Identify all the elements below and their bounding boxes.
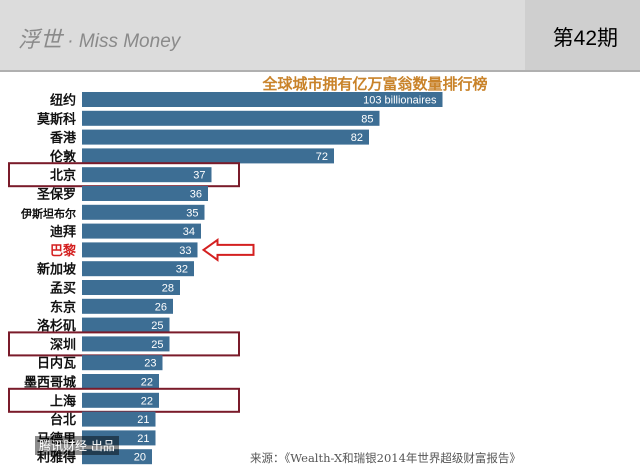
category-label: 莫斯科 xyxy=(36,111,76,127)
category-label: 台北 xyxy=(50,412,76,428)
issue-number: 第42期 xyxy=(552,27,618,50)
bar-value-label: 35 xyxy=(186,207,198,219)
bar-value-label: 25 xyxy=(151,339,163,351)
header-bar: 浮世 · Miss Money 第42期 xyxy=(0,0,640,70)
category-label: 伦敦 xyxy=(50,149,77,165)
bar xyxy=(82,411,156,427)
category-label: 孟买 xyxy=(50,282,76,297)
category-label: 深圳 xyxy=(50,337,76,353)
bar-value-label: 20 xyxy=(134,452,146,464)
bar-value-label: 23 xyxy=(144,358,156,370)
bar-value-label: 72 xyxy=(316,151,328,163)
bar xyxy=(82,110,380,126)
bar-value-label: 26 xyxy=(155,301,167,313)
bar xyxy=(82,317,170,333)
bar xyxy=(82,223,201,239)
bar xyxy=(82,392,159,408)
bar-value-label: 85 xyxy=(361,113,373,125)
category-label: 香港 xyxy=(49,130,77,146)
category-label: 新加坡 xyxy=(37,262,77,278)
bar-value-label: 32 xyxy=(176,264,188,276)
bar-value-label: 33 xyxy=(179,245,191,257)
category-label: 利雅得 xyxy=(37,450,76,466)
category-label: 日内瓦 xyxy=(37,356,76,372)
bar xyxy=(82,355,163,371)
watermark-badge: 腾讯财经 出品 xyxy=(35,436,119,455)
bar-value-label: 37 xyxy=(193,170,205,182)
brand-en: Miss Money xyxy=(78,31,181,52)
bar-value-label: 21 xyxy=(137,414,149,426)
bar xyxy=(82,449,152,465)
category-label: 巴黎 xyxy=(50,243,76,259)
brand-logo: 浮世 · Miss Money xyxy=(18,22,180,54)
bar-value-label: 82 xyxy=(351,132,363,144)
bar-value-label: 22 xyxy=(141,377,153,389)
bar-value-label: 28 xyxy=(162,283,174,295)
bar xyxy=(82,129,369,145)
category-label: 北京 xyxy=(50,168,76,184)
bar-chart: 全球城市拥有亿万富翁数量排行榜 103 billionaires 纽约 85 莫斯科 82… xyxy=(8,75,488,466)
header-divider xyxy=(0,70,640,72)
bar-value-label: 21 xyxy=(137,433,149,445)
bar xyxy=(82,336,170,352)
chart-title: 全球城市拥有亿万富翁数量排行榜 xyxy=(261,75,487,93)
bar xyxy=(82,204,205,220)
source-note: 来源：《Wealth-X和瑞银2014年世界超级财富报告》 xyxy=(250,451,521,465)
category-label: 洛杉矶 xyxy=(37,318,76,334)
category-label: 迪拜 xyxy=(50,224,76,240)
bar xyxy=(82,374,159,389)
category-label: 上海 xyxy=(50,393,76,409)
bar-value-label: 22 xyxy=(141,395,153,407)
bar xyxy=(82,242,198,258)
category-label: 墨西哥城 xyxy=(24,375,76,391)
bar xyxy=(82,186,208,201)
bar-value-label: 34 xyxy=(183,226,195,238)
brand-sep: · xyxy=(62,31,79,52)
bar xyxy=(82,148,334,164)
bar-value-label: 25 xyxy=(151,320,163,332)
category-label: 伊斯坦布尔 xyxy=(20,206,76,220)
category-label: 纽约 xyxy=(50,93,76,109)
issue-box: 第42期 xyxy=(525,0,640,70)
bar xyxy=(82,92,443,107)
bar xyxy=(82,261,194,277)
category-label: 马德里 xyxy=(37,431,76,447)
bar xyxy=(82,280,180,295)
bar-value-label: 36 xyxy=(190,189,202,201)
category-label: 东京 xyxy=(50,299,76,315)
bar xyxy=(82,298,173,314)
pointer-arrow xyxy=(201,237,255,262)
bar xyxy=(82,167,212,183)
bar-value-label: 103 billionaires xyxy=(363,95,437,107)
bar xyxy=(82,430,156,446)
category-label: 圣保罗 xyxy=(37,187,76,203)
brand-cn: 浮世 xyxy=(18,28,63,53)
